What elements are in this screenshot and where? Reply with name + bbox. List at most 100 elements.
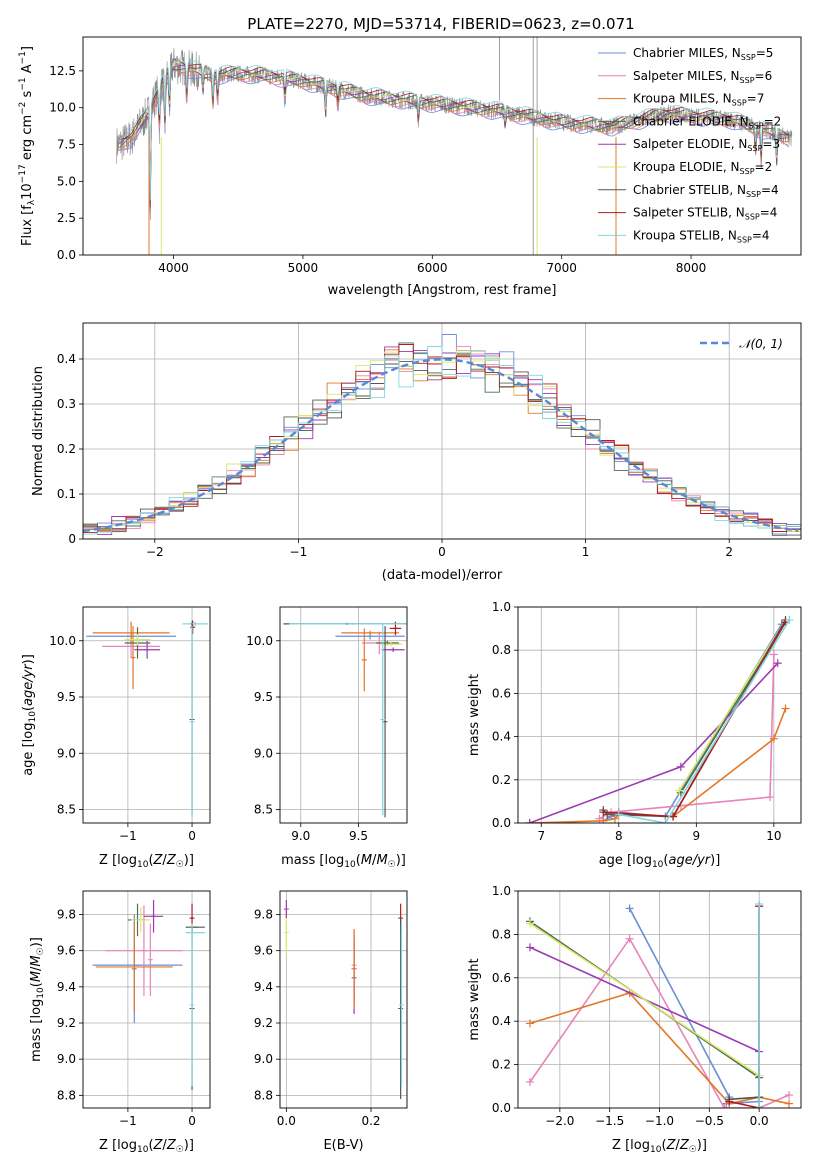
y-tick-label: 9.2: [254, 1016, 273, 1030]
errorbar-point: [361, 628, 367, 692]
y-tick-label: 9.4: [254, 980, 273, 994]
axes-frame-mass_weight_vs_Z: [517, 890, 802, 1109]
x-axis-label: wavelength [Angstrom, rest frame]: [328, 283, 557, 298]
axes-frame-mass_vs_ebv: [279, 890, 408, 1109]
legend-suffix: =4: [760, 206, 778, 220]
y-tick-label: 8.8: [57, 1088, 76, 1102]
legend-suffix: =6: [755, 69, 773, 83]
plus-marker: [669, 812, 678, 821]
y-tick-label: 0.1: [57, 487, 76, 501]
legend-entry: Salpeter STELIB, NSSP=4: [633, 206, 777, 222]
legend-suffix: =4: [761, 183, 779, 197]
plus-marker: [781, 704, 790, 713]
x-tick-label: 0: [188, 1114, 196, 1128]
y-tick-label: 1.0: [492, 600, 511, 614]
weight-series: [525, 659, 782, 823]
axes-mass_weight_vs_Z: −2.0 −1.5 −1.0 −0.5 0.0 0.0 0.2 0.4 0.6 0.8 1.0: [492, 884, 801, 1128]
x-axis-label: age [log10(age/yr)]: [599, 853, 721, 870]
plus-marker: [785, 615, 794, 624]
y-tick-label: 7.5: [57, 138, 76, 152]
plus-marker: [725, 1097, 734, 1106]
weight-series: [614, 615, 794, 823]
y-tick-label: 8.5: [57, 803, 76, 817]
residual-histogram: [83, 346, 801, 535]
y-axis-label: age [log10(age/yr)]: [21, 654, 38, 776]
plus-marker: [720, 1104, 729, 1108]
errorbar-point: [398, 923, 404, 1087]
y-tick-label: 0.2: [492, 1058, 511, 1072]
y-axis-label: Flux [fλ10−17 erg cm−2 s−1 A−1]: [18, 46, 37, 246]
y-tick-label: 0.3: [57, 397, 76, 411]
plus-marker: [755, 1104, 764, 1108]
y-tick-label: 0.0: [57, 248, 76, 262]
plus-marker: [675, 786, 684, 795]
x-tick-label: −2: [146, 545, 164, 559]
x-tick-label: −1.0: [645, 1114, 674, 1128]
y-tick-label: 0.4: [57, 352, 76, 366]
y-axis-label: mass weight: [467, 958, 482, 1040]
x-axis-label: Z [log10(Z/Z☉)]: [99, 853, 194, 870]
x-tick-label: 0.2: [361, 1114, 380, 1128]
plus-marker: [599, 816, 608, 823]
line-group-mass_weight_vs_age: [525, 615, 794, 823]
errorbar-point: [147, 923, 153, 996]
errorbar-point: [105, 905, 183, 996]
y-tick-label: 1.0: [492, 884, 511, 898]
plus-marker: [676, 762, 685, 771]
y-tick-label: 9.6: [57, 944, 76, 958]
x-tick-label: 8: [615, 829, 623, 843]
model-spectrum-line: [119, 57, 790, 200]
errorbar-point: [351, 928, 357, 1009]
plus-marker: [785, 1099, 794, 1108]
y-tick-label: 9.8: [57, 908, 76, 922]
legend-subscript: SSP: [737, 235, 752, 244]
x-tick-label: 2: [725, 545, 733, 559]
legend-entry: Kroupa MILES, NSSP=7: [633, 92, 764, 108]
plus-marker: [765, 793, 774, 802]
axes-age_vs_mass: 9.0 9.5 8.5 9.0 9.5 10.0: [246, 607, 407, 843]
plus-marker: [625, 904, 634, 913]
plus-marker: [614, 810, 623, 819]
errorbar-point: [131, 907, 151, 933]
x-tick-label: −1: [119, 829, 137, 843]
errorbar-point: [143, 900, 164, 933]
plus-marker: [610, 814, 619, 823]
legend-subscript: SSP: [732, 99, 747, 108]
plus-marker: [661, 819, 670, 823]
model-spectrum-line: [119, 57, 790, 200]
errorbar-group-age_vs_mass: [283, 621, 407, 818]
y-tick-label: 10.0: [246, 634, 273, 648]
errorbar-point: [380, 623, 386, 816]
weight-series-line: [618, 619, 791, 823]
axes-mass_vs_ebv: 0.0 0.2 8.8 9.0 9.2 9.4 9.6 9.8: [254, 891, 407, 1128]
legend-suffix: =2: [764, 114, 782, 128]
legend-suffix: =2: [755, 160, 773, 174]
x-tick-label: −0.5: [695, 1114, 724, 1128]
errorbar-point: [382, 626, 388, 818]
legend-entry: Salpeter MILES, NSSP=6: [633, 69, 772, 85]
plus-marker: [769, 734, 778, 743]
y-tick-label: 0: [68, 532, 76, 546]
y-tick-label: 10.0: [49, 101, 76, 115]
y-tick-label: 9.2: [57, 1016, 76, 1030]
y-tick-label: 0.2: [492, 773, 511, 787]
x-tick-label: 7000: [546, 261, 577, 275]
legend-subscript: SSP: [746, 190, 761, 199]
plus-marker: [525, 819, 534, 823]
legend-entry: Salpeter ELODIE, NSSP=3: [633, 137, 780, 153]
errorbar-point: [283, 900, 289, 919]
weight-series-line: [628, 908, 760, 1105]
x-axis-label: mass [log10(M/M☉)]: [281, 853, 406, 870]
y-tick-label: 8.5: [254, 803, 273, 817]
axes-age_vs_Z: −1 0 8.5 9.0 9.5 10.0: [49, 607, 210, 843]
errorbar-point: [134, 640, 160, 659]
weight-series-line: [529, 937, 790, 1108]
errorbar-group-age_vs_Z: [86, 620, 209, 818]
errorbar-point: [189, 626, 195, 818]
y-tick-label: 9.5: [57, 690, 76, 704]
histogram-group: [83, 334, 801, 536]
plus-marker: [525, 919, 534, 928]
plus-marker: [525, 1077, 534, 1086]
axes-spectrum: 4000 5000 6000 7000 8000 0.0 2.5 5.0 7.5 10.0 12.5: [49, 64, 706, 275]
